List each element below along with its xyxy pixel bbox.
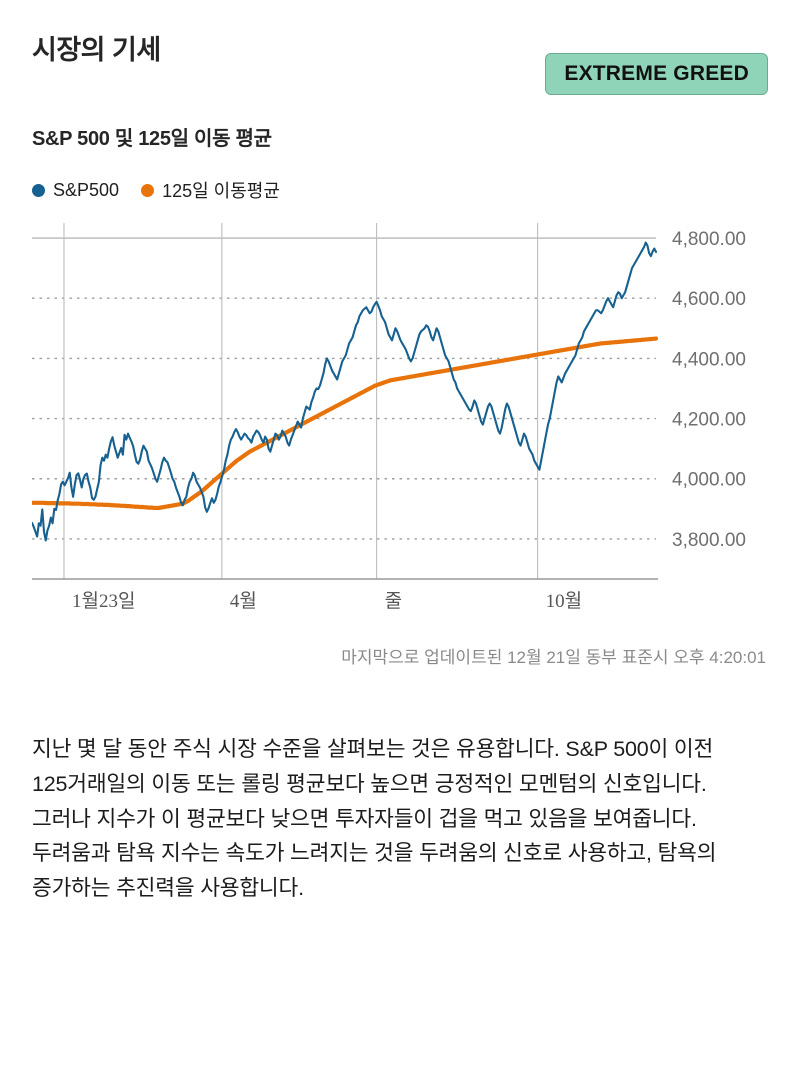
- chart-container[interactable]: 4,800.00 4,600.00 4,400.00 4,200.00 4,000.00…: [32, 209, 768, 639]
- series-line-sp500: [32, 241, 658, 542]
- legend-label: 125일 이동평균: [162, 181, 280, 201]
- svg-text:줄: 줄: [385, 591, 402, 612]
- svg-text:4,400.00: 4,400.00: [672, 349, 746, 370]
- svg-text:4,000.00: 4,000.00: [672, 470, 746, 491]
- chart-gridlines: [32, 237, 656, 540]
- series-line-moving-average: [32, 336, 659, 511]
- legend-item-moving-average[interactable]: 125일 이동평균: [141, 177, 280, 203]
- x-axis-tick-labels: 1월23일 4월 줄 10월: [72, 590, 582, 612]
- chart-title: S&P 500 및 125일 이동 평균: [32, 128, 272, 150]
- chart-vertical-gridlines: [63, 223, 539, 579]
- svg-text:1월23일: 1월23일: [72, 590, 135, 612]
- legend-dot-icon: [32, 183, 45, 197]
- legend-item-sp500[interactable]: S&P500: [32, 180, 119, 201]
- svg-text:4,200.00: 4,200.00: [672, 410, 746, 431]
- svg-text:3,800.00: 3,800.00: [672, 530, 746, 551]
- svg-text:4,600.00: 4,600.00: [672, 289, 746, 310]
- y-axis-tick-labels: 4,800.00 4,600.00 4,400.00 4,200.00 4,000.00…: [672, 229, 746, 551]
- last-updated-text: 마지막으로 업데이트된 12월 21일 동부 표준시 오후 4:20:01: [341, 648, 766, 667]
- chart-legend: S&P500 125일 이동평균: [32, 177, 768, 203]
- legend-dot-icon: [141, 183, 155, 197]
- svg-text:4월: 4월: [230, 590, 257, 612]
- page-title: 시장의 기세: [32, 35, 161, 65]
- panel-header: 시장의 기세 EXTREME GREED: [32, 0, 768, 100]
- svg-text:4,800.00: 4,800.00: [672, 229, 746, 250]
- legend-label: S&P500: [53, 179, 120, 200]
- line-chart[interactable]: 4,800.00 4,600.00 4,400.00 4,200.00 4,000.00…: [32, 209, 768, 639]
- description-paragraph: 지난 몇 달 동안 주식 시장 수준을 살펴보는 것은 유용합니다. S&P 5…: [32, 737, 717, 901]
- status-badge: EXTREME GREED: [545, 53, 768, 95]
- svg-text:10월: 10월: [546, 590, 582, 612]
